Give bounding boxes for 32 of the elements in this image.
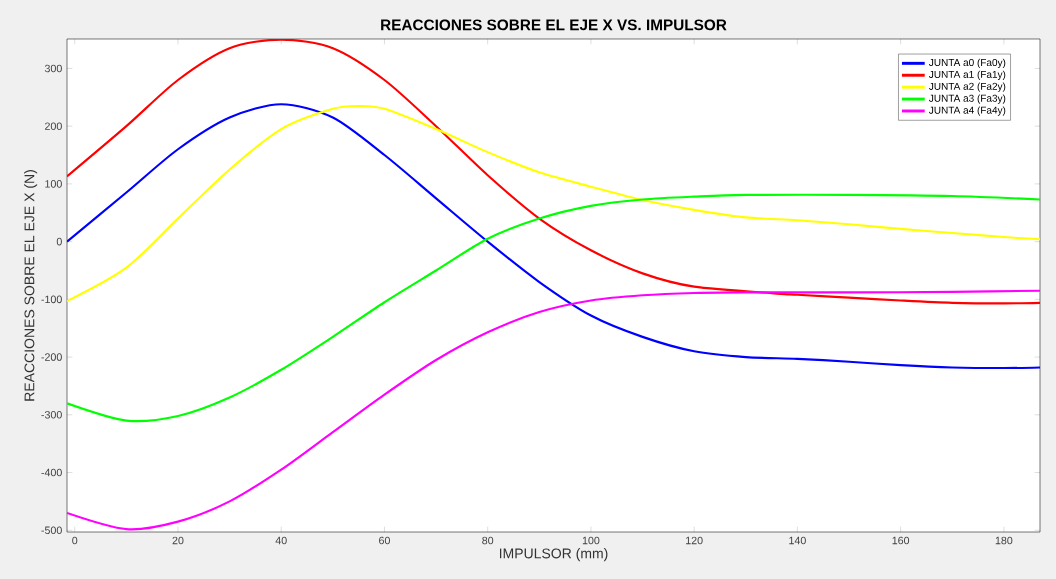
x-tick-label: 180 (995, 536, 1013, 545)
x-tick-label: 120 (686, 536, 703, 545)
x-tick-label: 20 (172, 536, 184, 545)
line-series (67, 289, 1041, 531)
y-tick-label: -400 (41, 468, 62, 477)
legend-label: JUNTA a3 (Fa3y) (928, 94, 1006, 104)
x-tick-label: 80 (482, 536, 494, 545)
y-tick-label: 300 (44, 64, 62, 73)
legend-label: JUNTA a2 (Fa2y) (928, 82, 1006, 92)
line-series (67, 103, 1041, 370)
y-tick-label: -100 (41, 295, 62, 304)
legend-label: JUNTA a4 (Fa4y) (928, 106, 1006, 116)
x-tick-label: 60 (379, 536, 390, 545)
line-series (67, 104, 1041, 303)
y-tick-label: 100 (45, 180, 62, 188)
legend-label: JUNTA a1 (Fa1y) (928, 70, 1006, 80)
line-series (67, 38, 1041, 305)
y-tick-label: -500 (41, 526, 62, 535)
line-series (67, 193, 1041, 423)
y-tick-label: 200 (45, 122, 62, 130)
y-tick-label: -200 (41, 353, 62, 361)
y-tick-label: -300 (41, 411, 62, 419)
x-axis-title: IMPULSOR (mm) (499, 548, 608, 562)
x-tick-label: 0 (72, 536, 78, 545)
y-tick-label: 0 (56, 237, 62, 246)
x-tick-label: 140 (789, 536, 806, 545)
x-tick-label: 160 (892, 536, 910, 545)
y-axis-title: REACCIONES SOBRE EL EJE X (N) (24, 170, 38, 401)
chart-title: REACCIONES SOBRE EL EJE X VS. IMPULSOR (381, 19, 727, 31)
x-tick-label: 40 (275, 536, 287, 545)
legend-label: JUNTA a0 (Fa0y) (928, 58, 1006, 69)
x-tick-label: 100 (582, 536, 600, 545)
